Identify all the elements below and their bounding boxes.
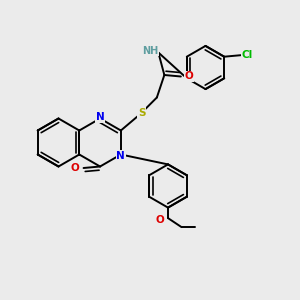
Text: O: O: [185, 71, 194, 82]
Text: O: O: [155, 214, 164, 225]
Text: N: N: [116, 151, 125, 161]
Text: NH: NH: [142, 46, 158, 56]
Text: N: N: [96, 112, 104, 122]
Text: O: O: [70, 163, 79, 173]
Text: S: S: [138, 108, 145, 118]
Text: Cl: Cl: [242, 50, 253, 60]
